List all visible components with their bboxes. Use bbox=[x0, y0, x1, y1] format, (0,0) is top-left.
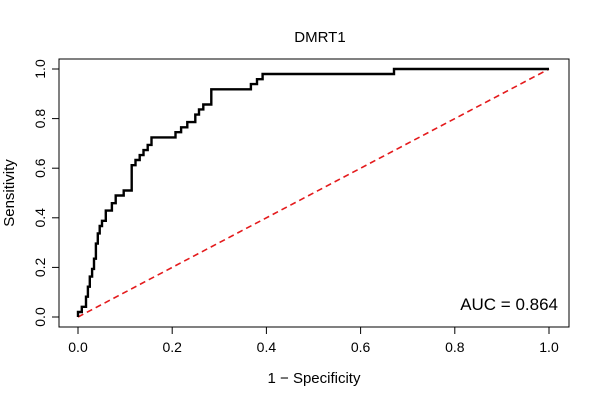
y-tick-label: 0.4 bbox=[32, 208, 48, 228]
y-tick-label: 0.2 bbox=[32, 257, 48, 277]
y-tick-label: 0.6 bbox=[32, 158, 48, 178]
roc-curve-line bbox=[76, 67, 549, 317]
y-axis-label: Sensitivity bbox=[1, 159, 18, 227]
x-axis-label: 1 − Specificity bbox=[268, 370, 361, 387]
x-tick-label: 0.0 bbox=[68, 339, 88, 355]
y-axis: 0.0 0.2 0.4 0.6 0.8 1.0 bbox=[32, 59, 60, 327]
reference-diagonal-line bbox=[77, 68, 550, 318]
series-layer bbox=[76, 67, 550, 318]
chart-title: DMRT1 bbox=[294, 29, 345, 46]
y-tick-label: 0.8 bbox=[32, 109, 48, 129]
x-tick-label: 0.8 bbox=[445, 339, 465, 355]
x-tick-label: 1.0 bbox=[539, 339, 559, 355]
x-tick-label: 0.2 bbox=[162, 339, 182, 355]
x-tick-label: 0.4 bbox=[257, 339, 277, 355]
x-axis: 0.0 0.2 0.4 0.6 0.8 1.0 bbox=[68, 326, 559, 355]
y-tick-label: 0.0 bbox=[32, 307, 48, 327]
y-tick-label: 1.0 bbox=[32, 59, 48, 79]
auc-annotation: AUC = 0.864 bbox=[460, 295, 558, 314]
x-tick-label: 0.6 bbox=[351, 339, 371, 355]
